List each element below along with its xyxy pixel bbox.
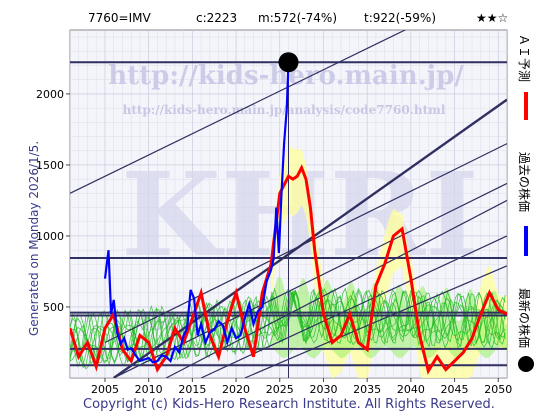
x-tick-label: 2035 — [353, 383, 381, 396]
target-info-label: t:922(-59%) — [364, 11, 436, 25]
legend-label-latest: 最新の株価 — [517, 288, 532, 348]
y-tick-label: 1000 — [36, 230, 64, 243]
x-tick-label: 2010 — [135, 383, 163, 396]
x-tick-label: 2020 — [222, 383, 250, 396]
legend-label-forecast: ＡＩ予測 — [517, 34, 531, 82]
simulation-line — [70, 286, 506, 369]
x-tick-label: 2045 — [441, 383, 469, 396]
generated-date-label: Generated on Monday 2026/1/5. — [27, 141, 41, 336]
legend-item-latest: 最新の株価 — [517, 288, 534, 372]
x-axis-ticks: 2005 2010 2015 2020 2025 2030 2035 2040 2045 2050 — [91, 378, 512, 396]
ai-forecast-line — [70, 164, 507, 375]
past-price-line — [103, 62, 290, 364]
x-tick-label: 2005 — [91, 383, 119, 396]
legend-item-forecast: ＡＩ予測 — [517, 34, 531, 120]
min-info-label: m:572(-74%) — [258, 11, 337, 25]
y-tick-label: 1500 — [36, 159, 64, 172]
ticker-label: 7760=IMV — [88, 11, 151, 25]
trend-line — [113, 182, 507, 378]
x-tick-label: 2030 — [309, 383, 337, 396]
watermark-url-sub: http://kids-hero.main.jp/analysis/code77… — [123, 103, 446, 117]
trend-line — [165, 199, 507, 378]
legend-item-past: 過去の株価 — [517, 152, 532, 256]
rating-stars: ★★☆ — [476, 11, 508, 25]
simulation-line — [70, 287, 506, 362]
copyright-footer: Copyright (c) Kids-Hero Research Institu… — [83, 397, 495, 412]
x-tick-label: 2040 — [397, 383, 425, 396]
legend-swatch-latest — [518, 356, 534, 372]
x-tick-label: 2015 — [178, 383, 206, 396]
x-tick-label: 2025 — [266, 383, 294, 396]
x-tick-label: 2050 — [484, 383, 512, 396]
y-tick-label: 2000 — [36, 88, 64, 101]
y-axis-ticks: 500 1000 1500 2000 — [36, 88, 70, 314]
latest-price-marker — [278, 52, 299, 73]
legend-label-past: 過去の株価 — [517, 152, 532, 212]
y-tick-label: 500 — [43, 301, 64, 314]
simulation-line — [70, 287, 506, 368]
current-price-label: c:2223 — [196, 11, 237, 25]
trend-line — [113, 98, 507, 378]
legend: ＡＩ予測 過去の株価 最新の株価 — [517, 34, 534, 372]
